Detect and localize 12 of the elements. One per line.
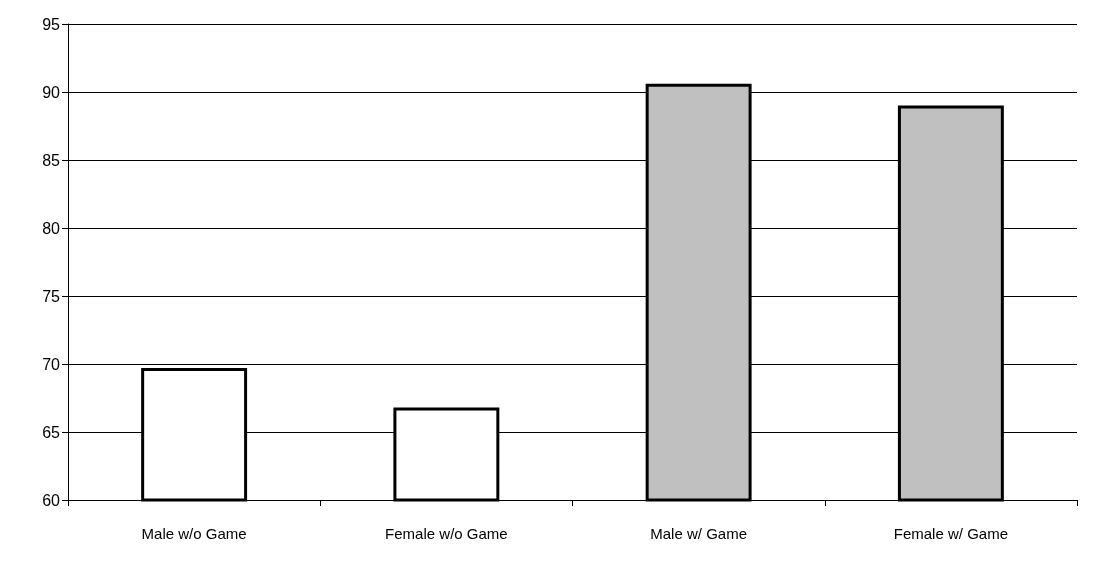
y-tick-label: 70 — [42, 355, 61, 373]
y-tick-label: 80 — [42, 219, 61, 237]
y-tick-label: 60 — [42, 491, 61, 509]
x-tick-label: Male w/ Game — [650, 525, 747, 542]
y-tick-label: 85 — [42, 151, 61, 169]
y-tick-label: 75 — [42, 287, 61, 305]
y-tick-label: 90 — [42, 83, 61, 101]
y-tick-label: 95 — [42, 15, 61, 33]
x-tick-label: Male w/o Game — [141, 525, 247, 542]
y-tick-label: 65 — [42, 423, 61, 441]
x-tick-label: Female w/o Game — [385, 525, 508, 542]
x-tick-label: Female w/ Game — [893, 525, 1008, 542]
